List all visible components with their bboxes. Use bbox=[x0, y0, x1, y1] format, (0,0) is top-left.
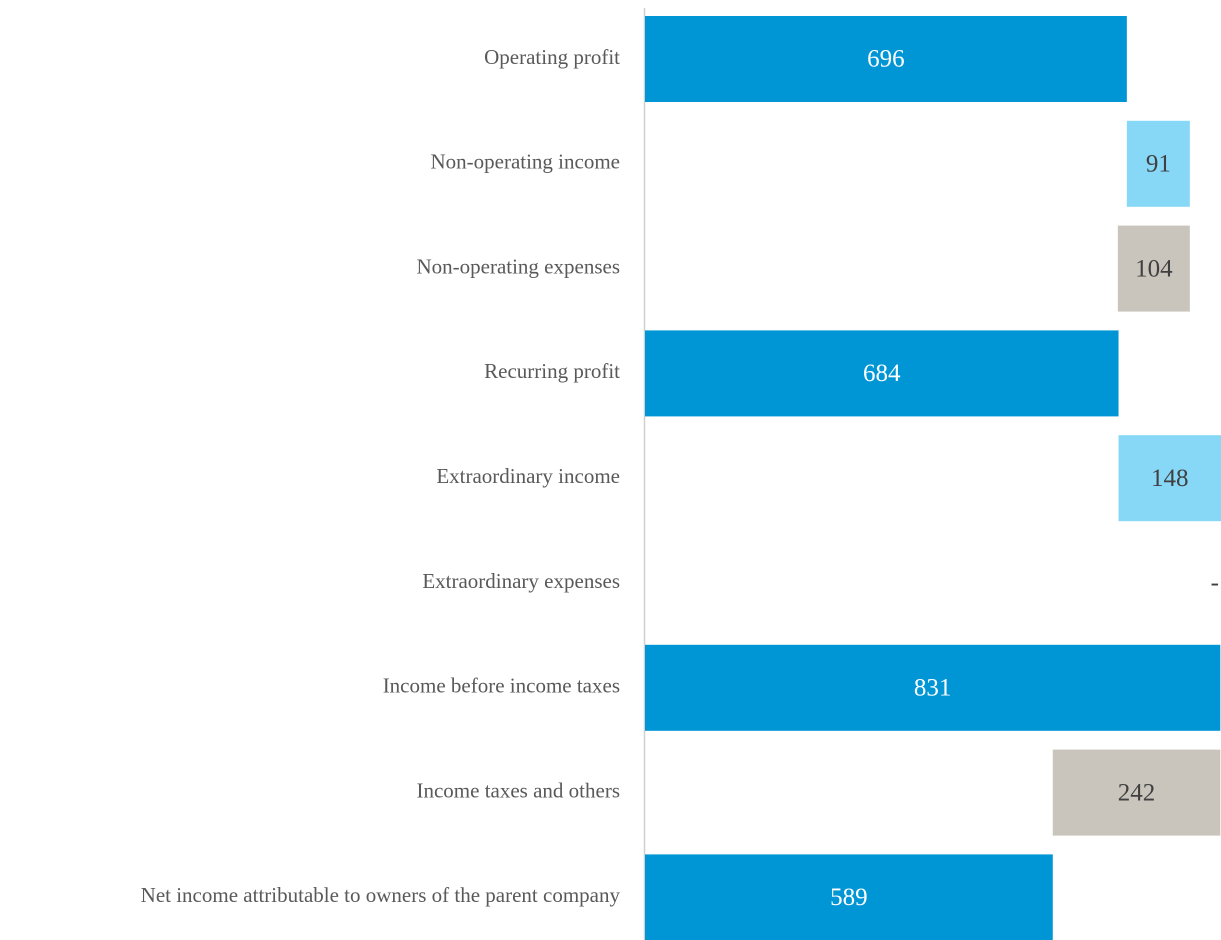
category-label: Income before income taxes bbox=[383, 674, 620, 698]
category-label: Extraordinary expenses bbox=[422, 569, 620, 593]
value-label: 684 bbox=[863, 360, 901, 387]
bar bbox=[645, 16, 1127, 102]
bar bbox=[645, 644, 1221, 731]
value-label: 831 bbox=[914, 675, 952, 702]
category-label: Income taxes and others bbox=[416, 778, 620, 802]
category-label: Non-operating expenses bbox=[416, 254, 620, 278]
category-label: Recurring profit bbox=[484, 359, 620, 383]
bar bbox=[1117, 225, 1190, 312]
bar bbox=[1126, 120, 1190, 207]
value-label: 696 bbox=[867, 46, 905, 73]
category-label: Operating profit bbox=[484, 45, 620, 69]
bar bbox=[1052, 749, 1221, 836]
bar bbox=[645, 330, 1119, 417]
bar bbox=[1118, 435, 1221, 522]
value-label: - bbox=[1211, 570, 1219, 597]
value-label: 242 bbox=[1118, 779, 1156, 806]
category-label: Net income attributable to owners of the… bbox=[141, 883, 621, 907]
value-label: 148 bbox=[1151, 465, 1189, 492]
value-label: 104 bbox=[1135, 255, 1173, 282]
category-label: Non-operating income bbox=[430, 150, 620, 174]
value-label: 589 bbox=[830, 884, 868, 911]
value-label: 91 bbox=[1146, 151, 1171, 178]
category-label: Extraordinary income bbox=[436, 464, 620, 488]
bar bbox=[645, 854, 1053, 940]
